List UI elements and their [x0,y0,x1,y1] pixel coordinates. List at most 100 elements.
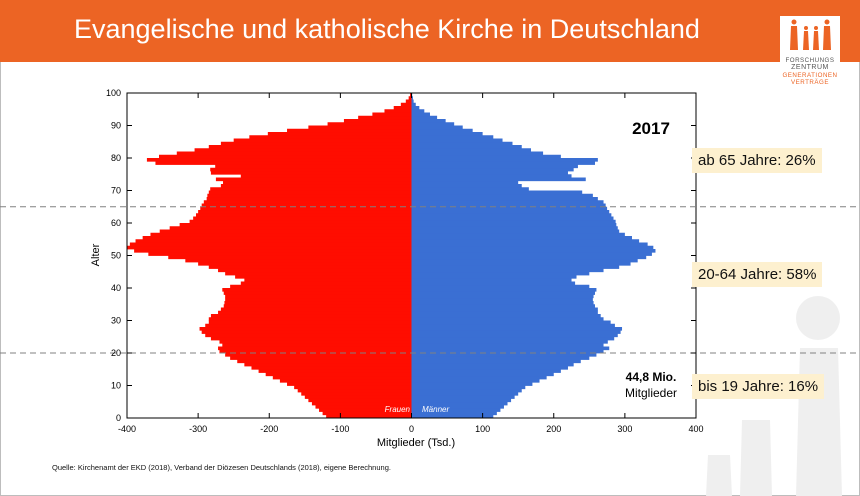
bar-frauen-age-86 [249,135,412,139]
bar-maenner-age-71 [411,184,522,188]
bar-frauen-age-45 [218,268,412,273]
bar-frauen-age-71 [220,184,412,188]
y-tick-label: 30 [111,316,121,326]
bar-frauen-age-1 [322,411,412,416]
bar-maenner-age-29 [411,320,611,325]
bar-maenner-age-51 [411,249,656,253]
bar-frauen-age-48 [185,258,412,263]
bar-maenner-age-82 [411,148,531,152]
bar-maenner-age-55 [411,236,632,240]
bar-frauen-age-6 [304,395,412,399]
bar-frauen-age-74 [240,174,412,178]
x-tick-label: 0 [409,424,414,434]
bar-frauen-age-42 [244,278,412,282]
bar-maenner-age-54 [411,239,640,243]
bar-frauen-age-83 [208,145,412,149]
slide-title: Evangelische und katholische Kirche in D… [74,14,700,44]
bar-frauen-age-41 [240,281,412,286]
bar-frauen-age-58 [169,226,412,230]
bar-maenner-age-30 [411,317,604,321]
bar-maenner-age-7 [411,392,519,396]
bar-frauen-age-39 [222,288,412,292]
bar-frauen-age-82 [194,148,412,152]
bar-frauen-age-99 [410,93,412,97]
bar-maenner-age-3 [411,405,504,409]
x-tick-label: 200 [546,424,561,434]
bar-maenner-age-88 [411,128,473,133]
bar-frauen-age-30 [208,317,412,321]
bar-frauen-age-4 [311,401,412,406]
bar-maenner-age-66 [411,200,604,204]
logo-line-2: ZENTRUM [791,64,829,71]
y-tick-label: 0 [116,413,121,423]
x-tick-label: -300 [189,424,207,434]
bar-maenner-age-86 [411,135,494,139]
bar-maenner-age-24 [411,336,615,341]
bar-frauen-age-60 [189,219,412,224]
bar-frauen-age-67 [206,197,412,201]
bar-frauen-age-7 [301,392,412,396]
bar-frauen-age-85 [233,138,412,143]
bar-maenner-age-98 [411,96,413,100]
bar-frauen-age-70 [210,187,412,191]
bar-frauen-age-25 [205,333,412,338]
bar-frauen-age-76 [210,167,412,172]
bar-frauen-age-5 [308,398,412,403]
bar-frauen-age-88 [287,128,412,133]
y-tick-label: 50 [111,251,121,261]
bar-frauen-age-93 [372,112,412,117]
bar-frauen-age-51 [134,249,412,253]
bar-frauen-age-98 [408,96,412,100]
bar-maenner-age-97 [411,99,414,104]
bar-maenner-age-43 [411,275,577,279]
y-tick-label: 20 [111,348,121,358]
bar-maenner-age-21 [411,346,610,351]
bar-frauen-age-73 [215,177,412,182]
bar-maenner-age-65 [411,203,606,208]
bar-maenner-age-37 [411,294,594,299]
bar-maenner-age-44 [411,271,590,276]
y-tick-label: 40 [111,283,121,293]
bar-maenner-age-11 [411,379,540,383]
bar-frauen-age-91 [343,119,412,123]
bar-maenner-age-46 [411,265,620,269]
bar-maenner-age-2 [411,408,501,412]
bar-maenner-age-61 [411,216,614,221]
bar-frauen-age-38 [223,291,412,295]
bar-frauen-age-77 [215,164,412,169]
bar-frauen-age-16 [244,362,412,367]
bar-maenner-age-93 [411,112,430,117]
bar-maenner-age-67 [411,197,598,201]
bar-frauen-age-65 [201,203,412,208]
bar-maenner-age-73 [411,177,586,182]
bar-maenner-age-56 [411,232,625,237]
bar-frauen-age-56 [150,232,412,237]
bar-maenner-age-19 [411,353,597,357]
bar-frauen-age-40 [230,284,412,289]
bar-frauen-age-57 [159,229,412,234]
bar-frauen-age-61 [193,216,412,221]
bar-frauen-age-33 [220,307,412,312]
bar-maenner-age-33 [411,307,598,312]
bar-frauen-age-75 [210,171,412,175]
bar-maenner-age-90 [411,122,455,126]
bar-frauen-age-8 [297,388,412,393]
bar-frauen-age-94 [384,109,412,113]
bar-frauen-age-66 [203,200,412,204]
callout-0-19: bis 19 Jahre: 16% [692,374,825,399]
bar-frauen-age-47 [198,262,412,266]
bar-maenner-age-84 [411,141,513,146]
bar-maenner-age-0 [411,414,494,419]
bar-frauen-age-27 [199,327,412,331]
bar-maenner-age-80 [411,154,561,159]
bar-frauen-age-78 [155,161,412,165]
x-tick-label: -400 [118,424,136,434]
bar-frauen-age-13 [265,372,412,377]
bar-frauen-age-81 [176,151,412,156]
y-tick-label: 60 [111,218,121,228]
bar-frauen-age-95 [393,106,412,110]
bar-frauen-age-9 [294,385,412,390]
bar-frauen-age-10 [287,382,412,386]
x-tick-label: -200 [260,424,278,434]
